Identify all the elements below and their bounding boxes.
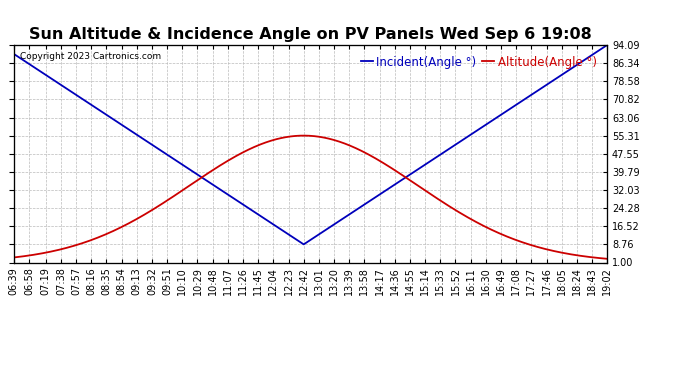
Title: Sun Altitude & Incidence Angle on PV Panels Wed Sep 6 19:08: Sun Altitude & Incidence Angle on PV Pan… xyxy=(29,27,592,42)
Legend: Incident(Angle °), Altitude(Angle °): Incident(Angle °), Altitude(Angle °) xyxy=(356,51,601,74)
Text: Copyright 2023 Cartronics.com: Copyright 2023 Cartronics.com xyxy=(20,51,161,60)
